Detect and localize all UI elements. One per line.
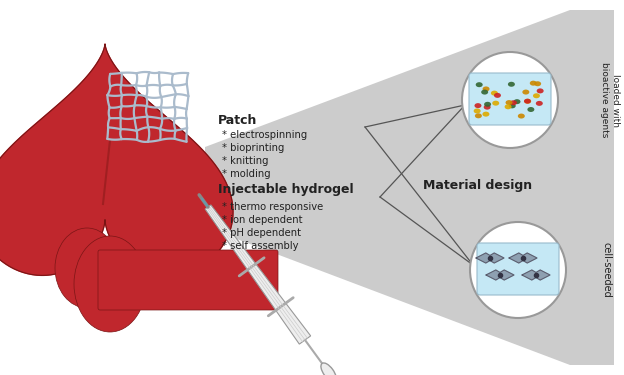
Ellipse shape xyxy=(524,99,531,104)
Ellipse shape xyxy=(475,113,482,118)
Text: Injectable hydrogel: Injectable hydrogel xyxy=(218,183,354,196)
Ellipse shape xyxy=(522,90,529,94)
Ellipse shape xyxy=(537,88,544,93)
Polygon shape xyxy=(0,44,233,275)
Ellipse shape xyxy=(474,103,482,108)
Text: * bioprinting: * bioprinting xyxy=(222,143,285,153)
FancyBboxPatch shape xyxy=(98,250,278,310)
Ellipse shape xyxy=(505,104,512,109)
Ellipse shape xyxy=(494,93,501,98)
Ellipse shape xyxy=(492,100,499,106)
Ellipse shape xyxy=(510,100,517,105)
Circle shape xyxy=(470,222,566,318)
Ellipse shape xyxy=(481,90,488,94)
Ellipse shape xyxy=(533,93,540,98)
Text: * thermo responsive: * thermo responsive xyxy=(222,202,323,212)
Polygon shape xyxy=(476,253,504,263)
Ellipse shape xyxy=(524,99,531,104)
Text: Material design: Material design xyxy=(424,178,532,192)
Text: Patch: Patch xyxy=(218,114,257,126)
Ellipse shape xyxy=(508,82,515,87)
Text: * electrospinning: * electrospinning xyxy=(222,130,307,140)
Ellipse shape xyxy=(514,99,520,104)
Text: * knitting: * knitting xyxy=(222,156,268,166)
Ellipse shape xyxy=(530,81,537,86)
Polygon shape xyxy=(509,253,537,263)
Ellipse shape xyxy=(482,112,489,117)
Ellipse shape xyxy=(55,228,119,308)
FancyBboxPatch shape xyxy=(469,73,551,125)
Ellipse shape xyxy=(505,100,512,105)
Ellipse shape xyxy=(527,107,534,112)
Ellipse shape xyxy=(536,101,543,106)
Text: * pH dependent: * pH dependent xyxy=(222,228,301,238)
Text: * ion dependent: * ion dependent xyxy=(222,215,303,225)
Ellipse shape xyxy=(491,91,498,96)
Ellipse shape xyxy=(509,104,515,108)
Polygon shape xyxy=(486,270,514,280)
Ellipse shape xyxy=(74,236,146,332)
Ellipse shape xyxy=(474,108,480,114)
Text: * self assembly: * self assembly xyxy=(222,241,298,251)
Ellipse shape xyxy=(482,87,490,92)
Text: loaded with
bioactive agents: loaded with bioactive agents xyxy=(600,62,620,138)
Ellipse shape xyxy=(518,114,525,118)
FancyBboxPatch shape xyxy=(477,243,559,295)
Ellipse shape xyxy=(484,105,490,110)
Polygon shape xyxy=(205,10,614,365)
Ellipse shape xyxy=(321,363,336,375)
Ellipse shape xyxy=(475,82,483,87)
Text: * molding: * molding xyxy=(222,169,271,179)
Ellipse shape xyxy=(534,81,541,86)
Circle shape xyxy=(462,52,558,148)
Polygon shape xyxy=(205,205,311,344)
Polygon shape xyxy=(522,270,550,280)
Text: cell-seeded: cell-seeded xyxy=(601,242,611,298)
Ellipse shape xyxy=(484,102,491,107)
